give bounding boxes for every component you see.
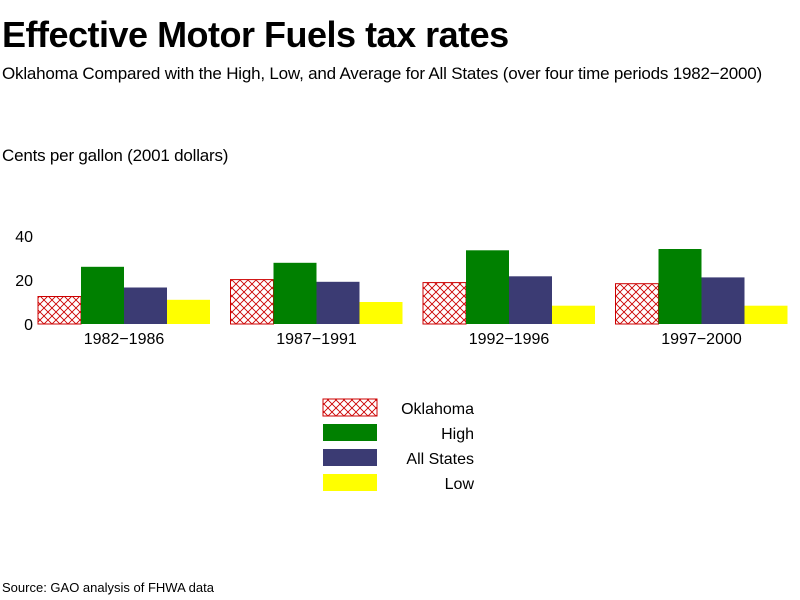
y-tick-label: 0	[24, 317, 33, 334]
chart-subtitle: Oklahoma Compared with the High, Low, an…	[2, 64, 762, 83]
legend-label: Oklahoma	[401, 401, 474, 418]
legend-swatch-all-states	[323, 449, 377, 466]
y-axis-label: Cents per gallon (2001 dollars)	[2, 146, 229, 165]
x-tick-label: 1997−2000	[661, 331, 742, 348]
bar-high	[273, 262, 317, 324]
legend-swatch-low	[323, 474, 377, 491]
x-axis-labels: 1982−1986 1987−1991 1992−1996 1997−2000	[84, 331, 742, 348]
legend-label: All States	[406, 451, 474, 468]
legend-label: Low	[445, 476, 475, 493]
bar-low	[744, 305, 788, 324]
bar-all-states	[124, 287, 167, 324]
legend: Oklahoma High All States Low	[322, 398, 475, 493]
bar-all-states	[701, 277, 745, 324]
legend-swatch-high	[323, 424, 377, 441]
bar-all-states	[509, 276, 552, 324]
bar-high	[658, 249, 702, 324]
bar-low	[359, 302, 403, 324]
source-note: Source: GAO analysis of FHWA data	[2, 580, 214, 595]
y-tick-label: 40	[15, 229, 33, 246]
bar-high	[81, 266, 124, 324]
bar-oklahoma	[37, 296, 82, 325]
bar-low	[167, 299, 210, 324]
x-tick-label: 1987−1991	[276, 331, 357, 348]
chart-title: Effective Motor Fuels tax rates	[2, 14, 509, 55]
legend-label: High	[441, 426, 474, 443]
y-tick-label: 20	[15, 273, 33, 290]
bar-oklahoma	[230, 279, 274, 325]
y-axis: 0 20 40	[15, 229, 33, 334]
x-tick-label: 1982−1986	[84, 331, 165, 348]
bar-oklahoma	[615, 283, 659, 325]
x-tick-label: 1992−1996	[469, 331, 550, 348]
bars-group	[37, 249, 788, 325]
legend-swatch-oklahoma	[322, 398, 378, 417]
bar-high	[466, 250, 509, 324]
bar-all-states	[316, 281, 360, 324]
bar-oklahoma	[422, 282, 467, 325]
bar-low	[552, 305, 595, 324]
